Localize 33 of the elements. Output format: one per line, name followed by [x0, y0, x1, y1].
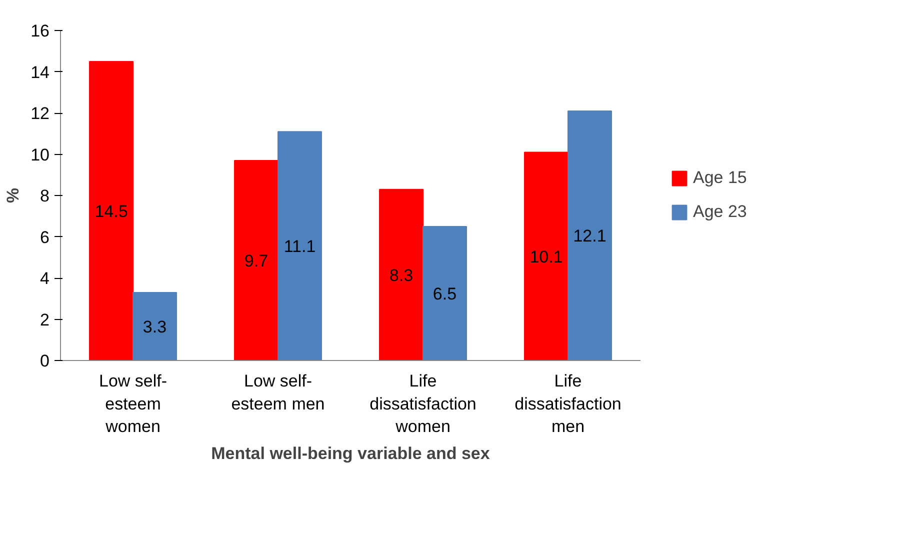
- bar: [422, 226, 467, 360]
- bar: [524, 152, 568, 360]
- data-label: 12.1: [573, 226, 606, 246]
- bar: [132, 292, 177, 360]
- y-tick-label: 0: [40, 352, 50, 370]
- data-label: 14.5: [94, 202, 128, 221]
- data-label: 11.1: [284, 237, 316, 256]
- y-axis-title: %: [4, 188, 23, 204]
- y-tick-label: 16: [30, 22, 50, 40]
- data-label: 8.3: [389, 266, 414, 285]
- y-tick-label: 2: [40, 310, 50, 330]
- bar: [278, 131, 322, 360]
- x-axis-title: Mental well-being variable and sex: [211, 444, 490, 464]
- x-tick-label: Life dissatisfaction men: [514, 372, 622, 436]
- y-tick-label: 12: [30, 104, 50, 123]
- y-tick-label: 4: [40, 269, 50, 288]
- legend-label: Age 15: [693, 168, 747, 188]
- y-tick-label: 6: [40, 228, 50, 247]
- x-tick-label: Life dissatisfaction women: [370, 372, 476, 436]
- bar: [568, 110, 612, 360]
- bar: [89, 60, 134, 360]
- bar: [234, 160, 278, 360]
- bar: [379, 188, 424, 360]
- data-label: 10.1: [530, 247, 563, 266]
- legend-label: Age 23: [693, 202, 747, 222]
- data-label: 3.3: [142, 317, 167, 336]
- data-label: 9.7: [244, 251, 268, 270]
- x-tick-label: Low self-esteem women: [98, 372, 168, 436]
- y-tick-label: 8: [40, 186, 50, 206]
- data-label: 6.5: [432, 284, 457, 304]
- y-tick-label: 10: [30, 145, 50, 164]
- x-tick-label: Low self-esteem men: [231, 372, 325, 414]
- y-tick-label: 14: [30, 62, 50, 82]
